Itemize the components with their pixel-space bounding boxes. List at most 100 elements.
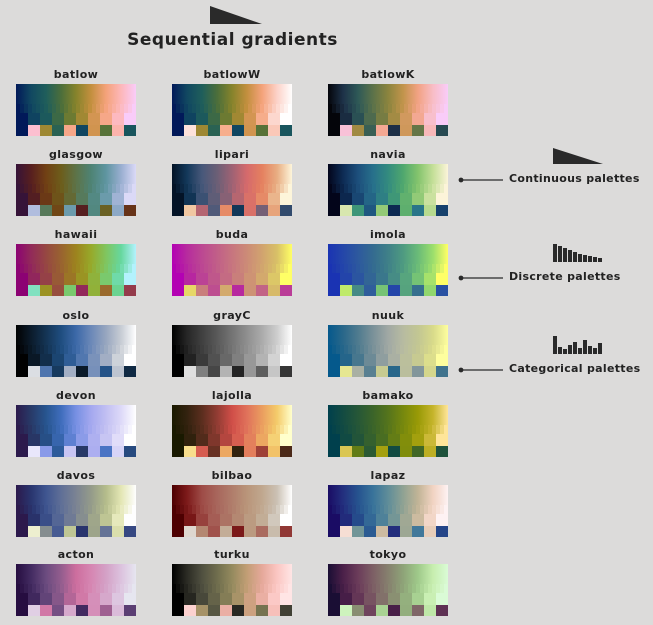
palette-tokyo: tokyo: [328, 548, 448, 616]
palette-name: turku: [214, 548, 250, 561]
categorical-swatch: [40, 205, 53, 216]
categorical-swatch: [328, 526, 341, 537]
discrete-swatch: [224, 104, 229, 113]
discrete-swatch: [72, 264, 77, 273]
coarse-swatch: [352, 193, 365, 205]
palette-swatch: [16, 405, 136, 457]
discrete-swatch: [268, 345, 273, 354]
coarse-swatch: [352, 273, 365, 285]
discrete-swatch: [208, 184, 213, 193]
coarse-swatch: [172, 113, 185, 125]
coarse-swatch: [340, 514, 353, 526]
discrete-swatch: [40, 345, 45, 354]
categorical-swatch: [412, 446, 425, 457]
discrete-swatch: [36, 345, 41, 354]
discrete-swatch: [416, 264, 421, 273]
coarse-swatch: [256, 514, 269, 526]
discrete-swatch: [204, 425, 209, 434]
leader-line: [458, 367, 503, 373]
coarse-swatch: [112, 193, 125, 205]
categorical-swatch: [436, 446, 448, 457]
discrete-swatch: [56, 264, 61, 273]
discrete-swatch: [108, 264, 113, 273]
discrete-swatch: [100, 184, 105, 193]
discrete-swatch: [376, 264, 381, 273]
discrete-swatch: [244, 184, 249, 193]
discrete-swatch: [272, 425, 277, 434]
discrete-swatch: [40, 184, 45, 193]
palette-davos: davos: [16, 469, 136, 537]
continuous-gradient: [172, 485, 292, 505]
coarse-swatch: [280, 593, 292, 605]
categorical-swatch: [52, 205, 65, 216]
discrete-swatch: [184, 584, 189, 593]
discrete-swatch: [236, 104, 241, 113]
discrete-swatch: [180, 505, 185, 514]
coarse-swatch: [220, 193, 233, 205]
coarse-swatch: [184, 434, 197, 446]
discrete-swatch: [260, 425, 265, 434]
palette-name: bamako: [362, 389, 414, 402]
categorical-swatch: [400, 526, 413, 537]
categorical-swatch: [376, 285, 389, 296]
discrete-swatch: [280, 345, 285, 354]
categorical-swatch: [76, 285, 89, 296]
coarse-swatch: [208, 113, 221, 125]
discrete-swatch: [64, 104, 69, 113]
discrete-swatch: [252, 345, 257, 354]
discrete-swatch: [328, 425, 333, 434]
coarse-swatch: [52, 193, 65, 205]
discrete-swatch: [348, 425, 353, 434]
categorical-swatch: [352, 446, 365, 457]
coarse-swatch: [52, 273, 65, 285]
coarse-swatch: [268, 514, 281, 526]
discrete-swatch: [272, 584, 277, 593]
coarse-swatch: [40, 193, 53, 205]
discrete-swatch: [276, 345, 281, 354]
coarse-swatch: [76, 193, 89, 205]
coarse-swatch: [376, 514, 389, 526]
discrete-swatch: [444, 184, 448, 193]
discrete-swatch: [20, 104, 25, 113]
discrete-swatch: [208, 505, 213, 514]
discrete-swatch: [132, 104, 136, 113]
coarse-swatch: [16, 593, 29, 605]
discrete-swatch: [284, 104, 289, 113]
categorical-swatch: [220, 446, 233, 457]
discrete-swatch: [376, 425, 381, 434]
coarse-swatch: [196, 113, 209, 125]
coarse-swatch: [424, 193, 437, 205]
discrete-swatch: [180, 345, 185, 354]
discrete-swatch: [432, 264, 437, 273]
discrete-swatch: [44, 345, 49, 354]
categorical-swatch: [64, 205, 77, 216]
discrete-swatch: [264, 264, 269, 273]
legend-label: Continuous palettes: [509, 172, 640, 185]
coarse-swatch: [376, 434, 389, 446]
discrete-swatch: [216, 345, 221, 354]
discrete-swatch: [348, 104, 353, 113]
categorical-swatch: [268, 125, 281, 136]
discrete-swatch: [76, 425, 81, 434]
palette-name: batlowK: [361, 68, 415, 81]
coarse-swatch: [184, 113, 197, 125]
discrete-swatch: [232, 425, 237, 434]
discrete-swatch: [416, 184, 421, 193]
categorical-swatch: [28, 285, 41, 296]
discrete-swatch: [444, 264, 448, 273]
categorical-swatch: [64, 285, 77, 296]
discrete-swatch: [228, 425, 233, 434]
coarse-swatch: [64, 354, 77, 366]
categorical-swatch: [268, 366, 281, 377]
categorical-swatch: [40, 366, 53, 377]
palette-batlow: batlow: [16, 68, 136, 136]
discrete-swatch: [104, 584, 109, 593]
discrete-swatch: [432, 345, 437, 354]
categorical-swatch: [76, 205, 89, 216]
discrete-swatch: [52, 425, 57, 434]
categorical-swatch: [88, 526, 101, 537]
palette-name: lapaz: [370, 469, 406, 482]
discrete-swatch: [80, 264, 85, 273]
coarse-swatch: [268, 593, 281, 605]
coarse-swatch: [352, 434, 365, 446]
